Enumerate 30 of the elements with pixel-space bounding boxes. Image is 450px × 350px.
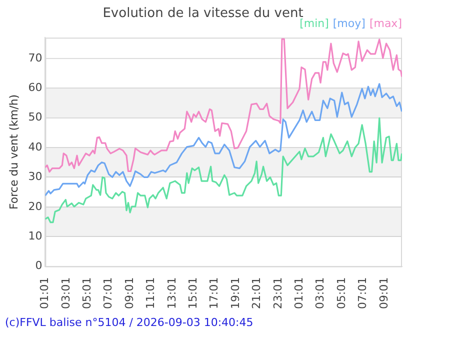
x-tick-label: 07:01 — [356, 277, 370, 310]
y-tick-label: 30 — [28, 170, 42, 184]
y-tick-label: 60 — [28, 80, 42, 94]
x-tick-label: 13:01 — [165, 277, 178, 310]
x-tick-label: 05:01 — [80, 277, 94, 310]
x-tick-label: 23:01 — [271, 277, 284, 310]
x-tick-label: 11:01 — [144, 277, 158, 310]
y-tick-label: 10 — [28, 229, 42, 242]
y-tick-label: 70 — [28, 51, 42, 64]
text: (c)FFVL balise n°5104 / 2026-09-03 10:40:45 — [5, 316, 254, 329]
x-tick-label: 03:01 — [59, 277, 72, 310]
x-tick-label: 01:01 — [292, 277, 306, 310]
y-axis-title: Force du vent (km/h) — [7, 94, 20, 210]
y-tick-label: 50 — [28, 110, 42, 124]
x-tick-label: 09:01 — [377, 277, 390, 310]
x-tick-label: 01:01 — [38, 277, 52, 310]
y-tick-label: 20 — [28, 200, 42, 213]
x-tick-label: 07:01 — [102, 277, 115, 310]
x-tick-label: 03:01 — [314, 277, 327, 310]
x-tick-label: 19:01 — [228, 277, 242, 310]
y-tick-label: 40 — [28, 140, 42, 154]
x-tick-label: 05:01 — [334, 277, 348, 310]
x-tick-label: 09:01 — [122, 277, 136, 310]
y-tick-label: 0 — [35, 259, 42, 272]
text: [moy] — [332, 17, 366, 30]
series-label: [max] — [369, 17, 402, 30]
x-tick-label: 15:01 — [186, 277, 200, 310]
x-tick-label: 21:01 — [250, 277, 264, 310]
text: [min] — [300, 17, 329, 30]
x-tick-label: 17:01 — [208, 277, 221, 310]
